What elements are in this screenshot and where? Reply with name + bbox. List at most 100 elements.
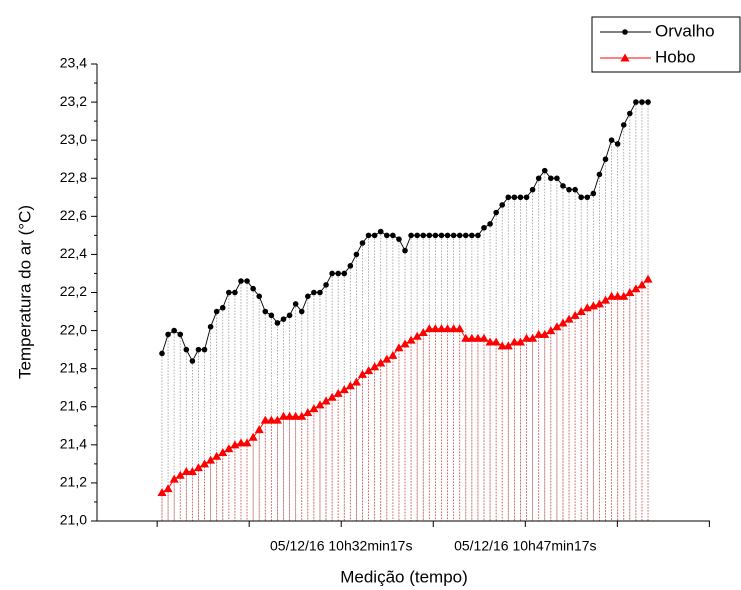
point [503, 341, 513, 350]
point [177, 331, 184, 338]
point [497, 341, 507, 350]
point [353, 251, 360, 258]
point [505, 194, 512, 201]
point [620, 122, 627, 128]
point [377, 228, 384, 235]
point [303, 407, 313, 416]
point [315, 400, 325, 409]
y-tick-label: 21,6 [60, 397, 87, 413]
point [195, 346, 202, 353]
point [566, 186, 572, 193]
point [327, 392, 337, 401]
point [365, 232, 372, 239]
point [493, 209, 499, 216]
point [159, 350, 165, 357]
y-tick-label: 21,2 [60, 474, 87, 490]
point [232, 289, 238, 296]
y-tick-label: 23,2 [60, 93, 87, 109]
point [351, 377, 361, 386]
point [291, 411, 301, 420]
point [335, 270, 341, 277]
point [383, 232, 390, 239]
point [522, 333, 532, 342]
point [183, 346, 190, 353]
y-tick-label: 22,4 [60, 245, 87, 261]
point [256, 293, 263, 300]
legend-box [591, 16, 741, 73]
point [280, 316, 287, 322]
point [511, 194, 518, 201]
point [534, 329, 544, 338]
point [590, 190, 597, 197]
point [171, 327, 177, 334]
point [438, 232, 445, 239]
point [529, 186, 536, 193]
point [297, 411, 307, 420]
point [329, 270, 335, 277]
point [317, 289, 323, 296]
y-axis-label: Temperatura do ar (°C) [15, 205, 34, 379]
point [594, 299, 604, 308]
point [572, 186, 578, 193]
point [627, 110, 633, 117]
point [535, 175, 542, 182]
legend-marker [622, 29, 628, 35]
point [388, 350, 398, 359]
point [633, 99, 639, 105]
point [406, 335, 416, 344]
point [540, 329, 550, 338]
point [469, 232, 475, 239]
point [554, 175, 560, 182]
point [238, 278, 244, 284]
point [619, 291, 629, 300]
point [305, 293, 311, 300]
point [396, 236, 402, 242]
point [333, 388, 343, 397]
point [157, 487, 167, 496]
point [467, 333, 477, 342]
point [408, 232, 414, 239]
point [487, 221, 493, 227]
point [339, 385, 349, 394]
point [207, 323, 214, 330]
point [357, 369, 367, 378]
point [193, 463, 203, 472]
point [509, 337, 519, 346]
point [625, 288, 635, 296]
point [285, 411, 295, 420]
point [292, 301, 299, 307]
point [341, 270, 348, 277]
point [274, 320, 281, 326]
point [449, 324, 459, 333]
point [576, 307, 586, 316]
point [517, 194, 524, 201]
point [479, 333, 489, 342]
point [432, 232, 439, 239]
y-tick-label: 22,0 [60, 321, 87, 337]
point [370, 362, 380, 371]
y-tick-label: 22,2 [60, 283, 87, 299]
point [163, 484, 173, 493]
point [266, 415, 276, 424]
point [347, 263, 354, 269]
point [528, 333, 538, 342]
point [244, 278, 250, 284]
point [541, 167, 548, 174]
point [224, 444, 234, 453]
point [236, 438, 246, 447]
point [602, 156, 609, 163]
point [456, 232, 463, 239]
legend-label: Orvalho [655, 21, 715, 40]
point [481, 224, 487, 231]
point [548, 175, 554, 182]
point [578, 194, 585, 201]
point [394, 343, 404, 352]
point [201, 346, 208, 353]
point [613, 291, 623, 300]
y-tick-label: 23,4 [60, 55, 87, 71]
point [272, 415, 282, 424]
point [462, 232, 469, 239]
y-tick-label: 21,0 [60, 512, 87, 528]
y-tick-label: 22,8 [60, 169, 87, 185]
point [390, 232, 396, 239]
